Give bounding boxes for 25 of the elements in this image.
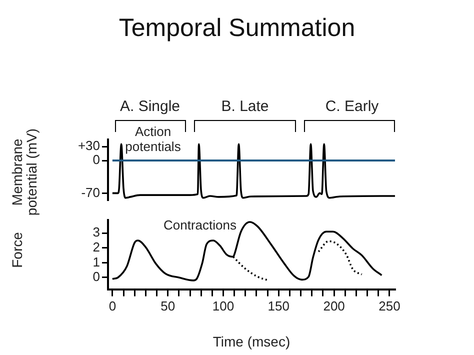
line-series: [112, 143, 395, 199]
y-tick-label: 2: [92, 239, 100, 254]
chart-title: Temporal Summation: [118, 14, 356, 43]
annotation: Contractions: [164, 218, 237, 233]
x-tick-label: 200: [323, 298, 345, 314]
y-tick-label: 0: [92, 152, 100, 168]
y-tick-label: 3: [92, 224, 100, 240]
y-tick-label: +30: [78, 138, 100, 154]
text: C. Early: [325, 98, 380, 116]
x-tick-label: 150: [268, 298, 290, 314]
text: A. Single: [120, 98, 180, 116]
x-axis-title: Time (msec): [212, 333, 290, 350]
y-tick-label: 0: [92, 269, 100, 284]
annotation: Action potentials: [125, 124, 182, 154]
line-series: [112, 221, 383, 282]
y-tick-label: 1: [92, 254, 100, 270]
x-tick-label: 100: [212, 298, 234, 314]
x-tick-label: 50: [160, 298, 176, 314]
y-axis-title: Membrane potential (mV): [9, 128, 40, 216]
x-tick-label: 0: [108, 298, 116, 314]
text: B. Late: [221, 98, 269, 116]
y-tick-label: -70: [81, 184, 100, 200]
line-series: [318, 240, 363, 276]
y-axis-title: Force: [9, 232, 25, 268]
x-tick-label: 250: [378, 298, 400, 314]
